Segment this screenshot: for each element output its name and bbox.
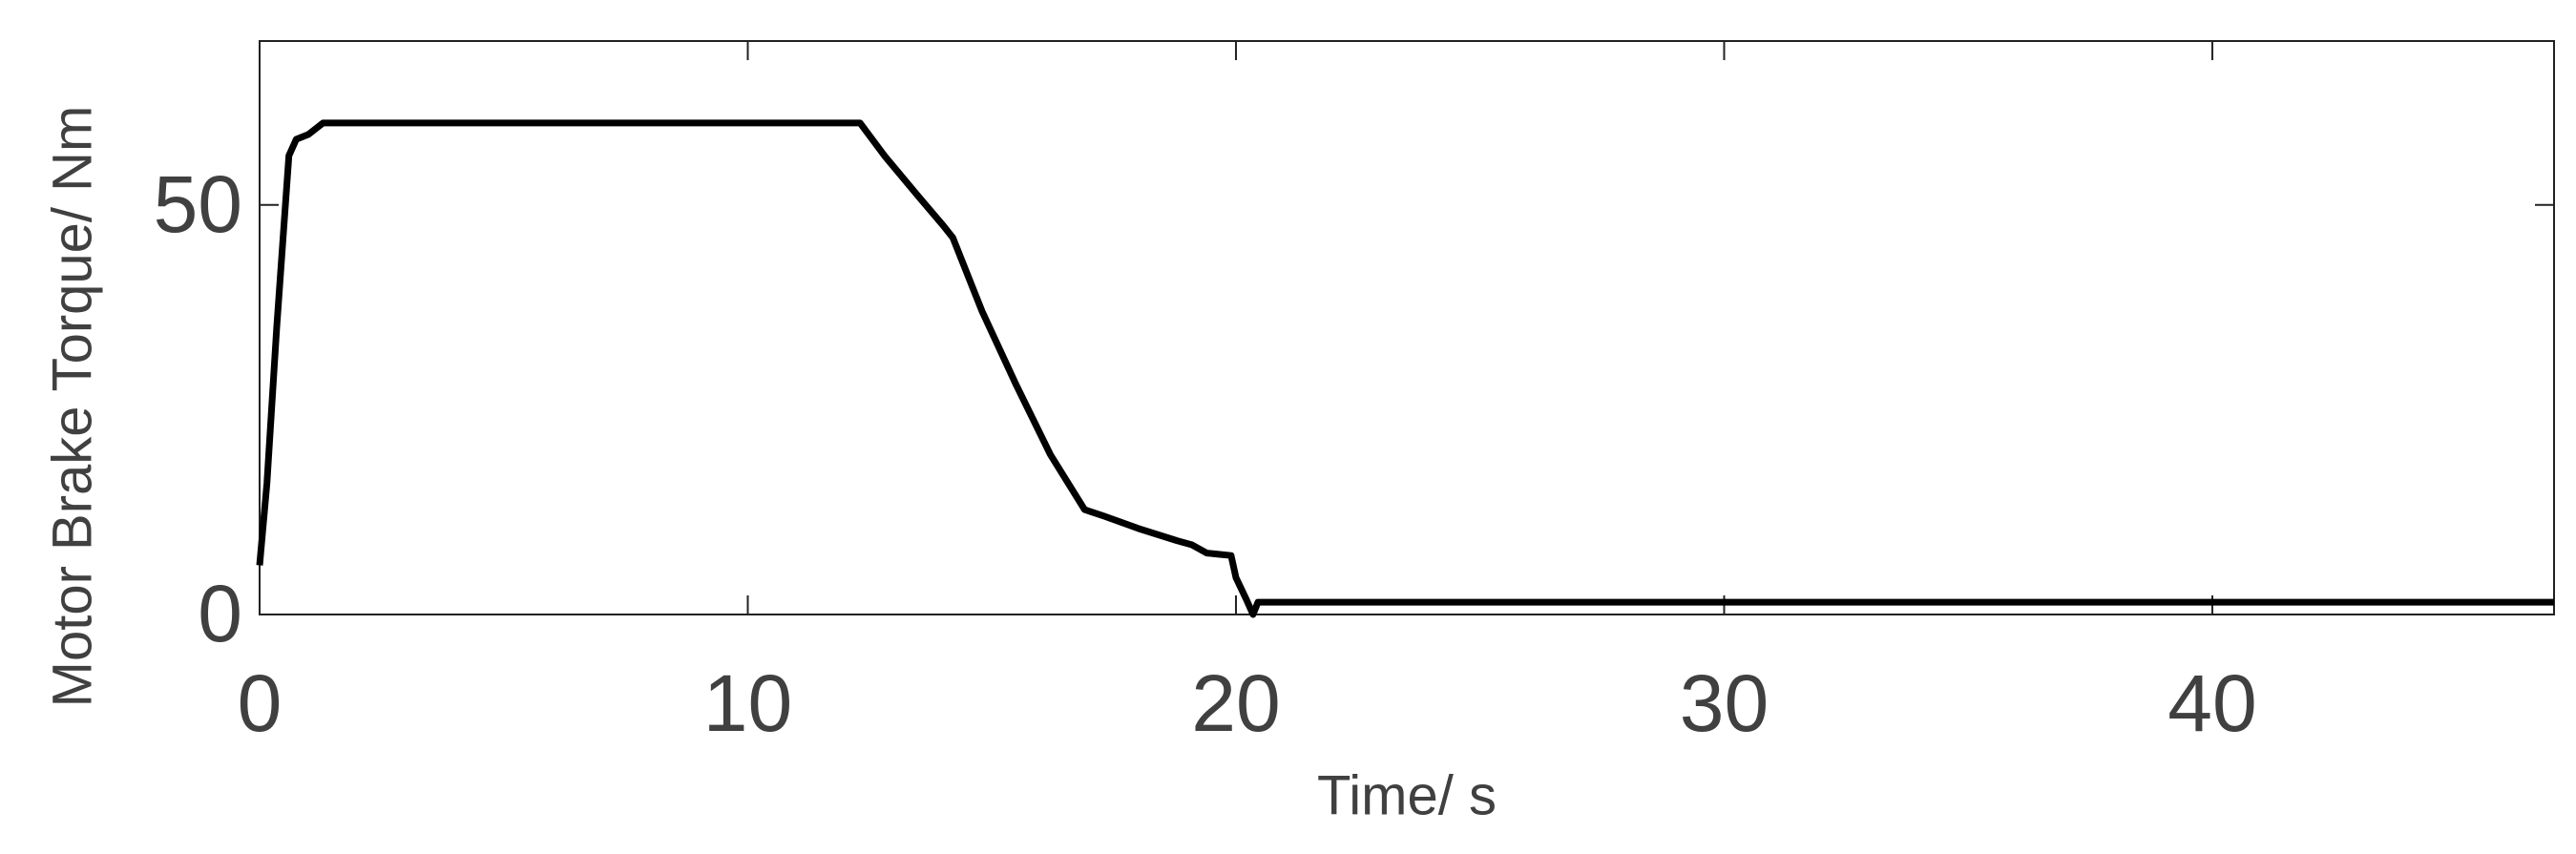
y-axis-label: Motor Brake Torque/ Nm — [41, 106, 103, 708]
x-axis-label: Time/ s — [1317, 764, 1497, 826]
y-tick-label: 50 — [154, 159, 242, 249]
x-tick-label: 10 — [703, 658, 792, 748]
x-tick-label: 0 — [238, 658, 283, 748]
plot-frame — [259, 40, 2555, 615]
data-line — [256, 119, 2554, 618]
y-tick-label: 0 — [198, 569, 242, 658]
x-tick-label: 20 — [1191, 658, 1280, 748]
x-tick-label: 30 — [1680, 658, 1769, 748]
x-tick-label: 40 — [2168, 658, 2256, 748]
